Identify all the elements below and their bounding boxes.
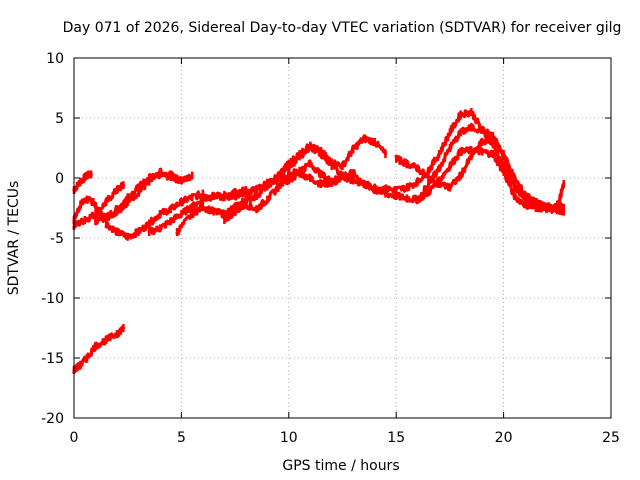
- y-axis-label: SDTVAR / TECUs: [6, 181, 22, 296]
- series-line: [147, 180, 269, 236]
- y-tick-label: -20: [41, 411, 64, 427]
- x-tick-label: 0: [70, 430, 79, 446]
- series-trace-1: [72, 170, 93, 194]
- series-layer: [72, 108, 566, 374]
- y-tick-label: 0: [55, 171, 64, 187]
- y-tick-label: 5: [55, 111, 64, 127]
- series-line: [93, 167, 194, 225]
- series-trace-11: [416, 122, 549, 211]
- y-tick-label: 10: [46, 51, 64, 67]
- series-line: [72, 170, 93, 193]
- x-tick-label: 25: [602, 430, 620, 446]
- y-tick-label: -5: [50, 231, 64, 247]
- y-tick-label: -10: [41, 291, 64, 307]
- series-trace-4: [93, 167, 194, 226]
- x-tick-label: 20: [495, 430, 513, 446]
- tick-layer: 0 5 10 15 20 25 -20 -15 -10 -5 0 5 10: [41, 51, 620, 446]
- series-trace-12: [72, 324, 125, 374]
- x-tick-label: 15: [387, 430, 405, 446]
- y-tick-label: -15: [41, 351, 64, 367]
- x-tick-label: 5: [177, 430, 186, 446]
- x-tick-label: 10: [280, 430, 298, 446]
- x-axis-label: GPS time / hours: [282, 458, 399, 474]
- chart-title: Day 071 of 2026, Sidereal Day-to-day VTE…: [63, 20, 622, 36]
